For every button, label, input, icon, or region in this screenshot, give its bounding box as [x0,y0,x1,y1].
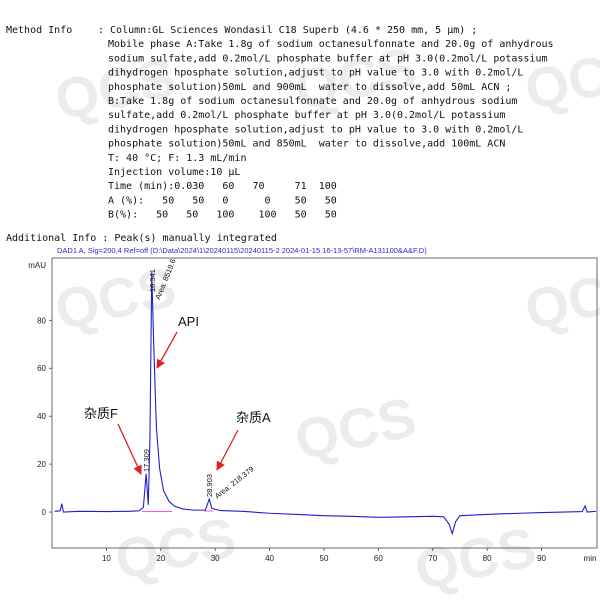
method-info-line: B(%): 50 50 100 100 50 50 [108,210,337,221]
x-tick-label: 50 [320,554,329,563]
additional-info: Additional Info : Peak(s) manually integ… [6,233,277,244]
x-axis-label: min [584,554,597,563]
x-tick-label: 90 [537,554,546,563]
method-info-line: phosphate solution)50mL and 850mL water … [108,139,505,150]
x-tick-label: 20 [156,554,165,563]
method-info-label: Method Info [6,25,72,36]
signal-line [54,272,596,536]
arrow [156,331,178,369]
method-info-line: B:Take 1.8g of sodium octanesulfonnate a… [108,96,517,107]
x-tick-label: 80 [483,554,492,563]
method-info: : Column:GL Sciences Wondasil C18 Superb… [98,25,554,221]
peak-time-label: 17.309 [142,449,151,472]
method-info-line: : Column:GL Sciences Wondasil C18 Superb… [98,25,477,36]
arrow [216,429,239,471]
x-tick-label: 30 [211,554,220,563]
x-tick-label: 70 [428,554,437,563]
x-tick-label: 60 [374,554,383,563]
annotation: API [178,314,199,329]
watermark: QCS [289,385,421,472]
method-info-line: dihydrogen hposphate solution,adjust to … [108,68,523,79]
method-info-line: dihydrogen hposphate solution,adjust to … [108,124,523,135]
method-info-line: sulfate,add 0.2mol/L phosphate buffer at… [108,110,505,121]
method-info-line: Time (min):0.030 60 70 71 100 [108,181,337,192]
y-tick-label: 20 [37,460,46,469]
peak-time-label: 18.341 [148,269,157,292]
chart-title: DAD1 A, Sig=200,4 Ref=off (D:\Data\2024\… [57,246,427,255]
watermark: QCS [519,255,600,342]
method-info-line: phosphate solution)50mL and 900mL water … [108,82,511,93]
y-tick-label: 0 [42,508,47,517]
x-tick-label: 10 [102,554,111,563]
x-tick-label: 40 [265,554,274,563]
method-info-line: Injection volume:10 μL [108,167,240,178]
method-info-line: Mobile phase A:Take 1.8g of sodium octan… [108,39,554,50]
arrow [117,423,142,475]
peak-area-label: Area: 218.379 [213,464,256,500]
y-axis-label: mAU [28,261,46,270]
plot-frame [51,257,598,549]
peak-time-label: 28.903 [205,474,214,497]
method-info-line: T: 40 °C; F: 1.3 mL/min [108,153,246,164]
method-info-line: A (%): 50 50 0 0 50 50 [108,195,337,206]
y-tick-label: 80 [37,316,46,325]
method-info-line: sodium sulfate,add 0.2mol/L phosphate bu… [108,53,548,64]
y-tick-label: 40 [37,412,46,421]
annotation: 杂质F [84,406,118,421]
y-tick-label: 60 [37,364,46,373]
annotation: 杂质A [236,410,271,425]
